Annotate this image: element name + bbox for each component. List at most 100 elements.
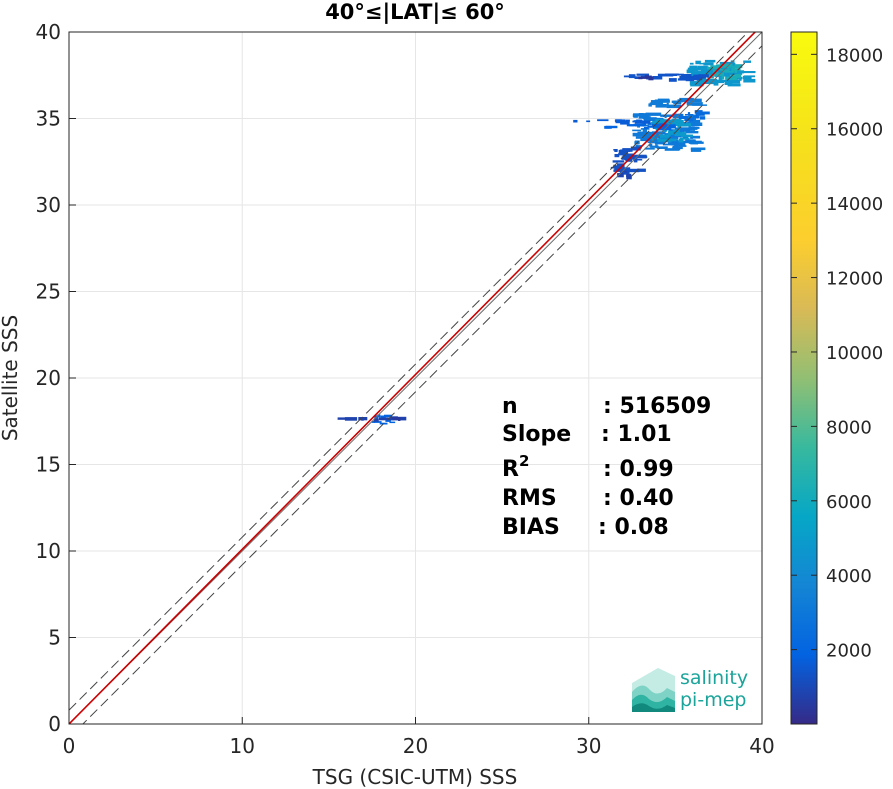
density-point	[393, 418, 396, 420]
density-point	[721, 75, 725, 80]
density-point	[668, 120, 671, 122]
colorbar-tick-label: 2000	[826, 641, 872, 662]
density-point	[677, 141, 691, 143]
density-point	[687, 76, 703, 81]
density-point	[685, 77, 695, 82]
stat-label-r2: R2	[502, 452, 529, 482]
density-point	[677, 113, 683, 116]
density-point	[730, 75, 737, 78]
density-point	[677, 145, 687, 147]
density-point	[698, 68, 708, 71]
density-point	[634, 76, 641, 79]
density-point	[714, 75, 725, 77]
colorbar-tick-label: 4000	[826, 566, 872, 587]
density-point	[671, 121, 684, 123]
density-point	[719, 67, 735, 72]
stat-value-r2: : 0.99	[603, 457, 674, 482]
density-point	[652, 131, 666, 135]
density-point	[655, 119, 670, 123]
density-point	[671, 138, 677, 142]
density-point	[614, 150, 618, 152]
colorbar-tick-label: 6000	[826, 492, 872, 513]
density-point	[621, 156, 627, 160]
density-point	[668, 78, 677, 82]
lower-line	[82, 45, 762, 724]
density-point	[668, 130, 674, 135]
density-point	[705, 68, 711, 72]
upper-line	[69, 32, 749, 711]
density-point	[619, 149, 631, 152]
density-point	[734, 64, 743, 69]
stat-label-r-sup: 2	[519, 452, 529, 470]
density-point	[691, 135, 701, 139]
density-point	[644, 147, 655, 150]
density-point	[344, 417, 358, 421]
density-point	[712, 72, 724, 76]
density-point	[635, 154, 647, 159]
density-point	[655, 144, 658, 149]
density-point	[384, 414, 393, 418]
density-point	[612, 160, 625, 163]
density-point	[679, 137, 690, 140]
density-point	[638, 76, 643, 80]
y-tick-label: 20	[36, 366, 61, 390]
density-point	[672, 146, 683, 150]
colorbar-tick-label: 14000	[826, 194, 883, 215]
density-point	[727, 79, 741, 84]
density-point	[696, 113, 701, 116]
density-point	[649, 139, 665, 141]
density-point	[337, 417, 346, 420]
density-point	[395, 417, 400, 420]
density-point	[664, 116, 667, 118]
colorbar	[790, 31, 818, 725]
density-point	[617, 163, 625, 166]
density-point	[687, 67, 699, 72]
density-point	[739, 77, 742, 81]
x-axis-ticks: 0 10 20 30 40	[63, 717, 775, 758]
density-point	[709, 67, 722, 69]
density-point	[666, 102, 669, 105]
density-point	[676, 122, 679, 124]
density-point	[573, 119, 578, 123]
density-point	[638, 115, 644, 119]
density-point	[618, 153, 628, 156]
density-point	[678, 138, 684, 143]
stat-label-slope: Slope	[502, 422, 571, 447]
density-point	[586, 120, 591, 123]
density-point	[685, 139, 695, 143]
density-point	[742, 76, 752, 80]
density-point	[621, 167, 631, 172]
density-point	[690, 102, 703, 106]
colorbar-tick-label: 16000	[826, 120, 883, 141]
density-point	[731, 68, 741, 71]
density-point	[697, 71, 713, 74]
density-point	[687, 112, 691, 115]
density-point	[690, 135, 694, 139]
density-point	[630, 146, 641, 151]
y-tick-label: 30	[36, 193, 61, 217]
stats-box: n : 516509 Slope : 1.01 R2 : 0.99 RMS : …	[502, 394, 711, 540]
salinity-pi-mep-logo: salinity pi-mep	[632, 667, 748, 712]
density-point	[625, 153, 633, 156]
density-point	[679, 97, 694, 102]
density-point	[641, 76, 648, 79]
fit-line	[69, 32, 757, 724]
stat-value-bias: : 0.08	[598, 515, 669, 540]
density-point	[378, 417, 395, 421]
x-tick-label: 10	[230, 734, 255, 758]
density-point	[648, 143, 653, 147]
density-point	[652, 121, 660, 125]
density-point	[644, 127, 649, 129]
density-point	[694, 110, 703, 114]
density-point	[677, 78, 691, 81]
density-point	[685, 131, 699, 134]
density-point	[617, 173, 624, 178]
density-point	[371, 420, 376, 423]
colorbar-ticks: 2000 4000 6000 8000 10000 12000 14000 16000 1800…	[791, 45, 883, 662]
density-point	[690, 83, 704, 87]
density-point	[698, 111, 710, 115]
density-point	[694, 81, 701, 86]
density-point	[637, 125, 640, 128]
density-point	[619, 171, 630, 175]
stat-label-n: n	[502, 394, 518, 419]
